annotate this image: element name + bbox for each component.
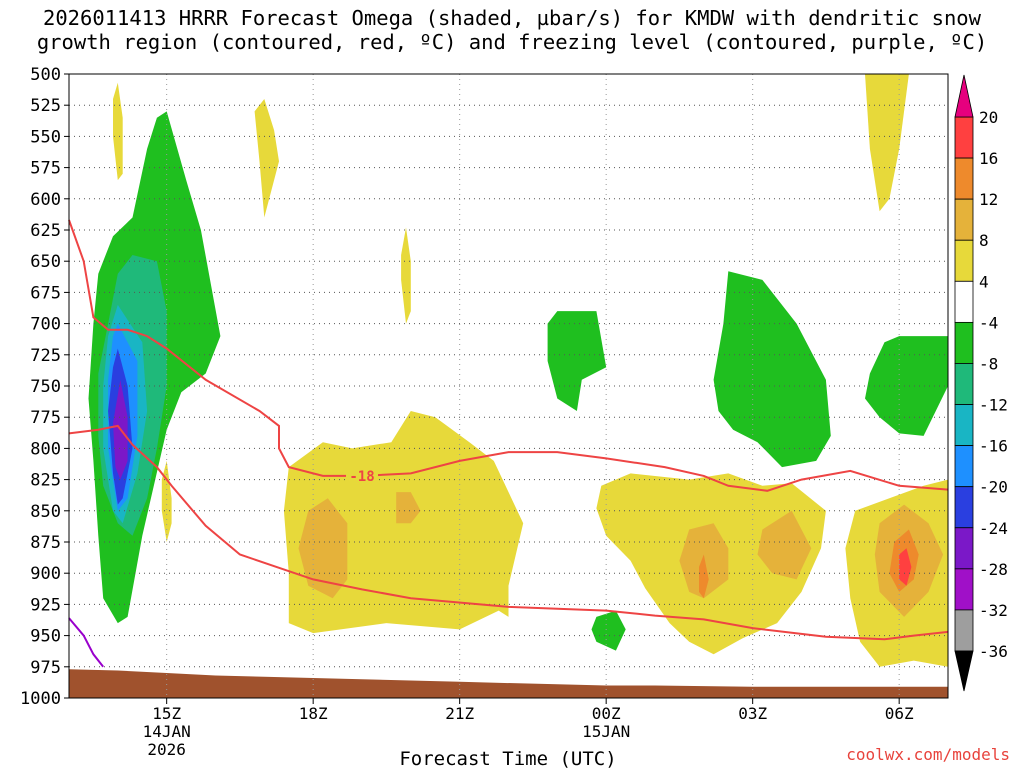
credit-text: coolwx.com/models (846, 745, 1010, 764)
contour-label: -18 (349, 469, 374, 485)
omega-region-17 (547, 311, 607, 411)
omega-region-9 (396, 492, 421, 524)
y-tick-label: 725 (30, 346, 61, 366)
omega-region-2 (401, 227, 411, 324)
y-tick-label: 800 (30, 439, 61, 459)
colorbar-tick-label: -16 (979, 437, 1008, 456)
colorbar-tick-label: 12 (979, 190, 998, 209)
dendritic-contour-1 (68, 424, 949, 641)
y-tick-label: 925 (30, 595, 61, 615)
omega-region-11 (757, 510, 812, 580)
y-tick-label: 975 (30, 658, 61, 678)
x-tick-label: 18Z (299, 704, 328, 723)
colorbar-segment (954, 486, 974, 529)
omega-region-15 (899, 548, 912, 586)
y-tick-label: 575 (30, 159, 61, 179)
y-tick-label: 550 (30, 127, 61, 147)
contour-label-bg (346, 467, 378, 484)
omega-region-20 (591, 610, 626, 651)
omega-region-18 (713, 271, 831, 468)
terrain-layer (69, 669, 948, 698)
y-tick-label: 600 (30, 190, 61, 210)
y-tick-label: 625 (30, 221, 61, 241)
colorbar-tick-label: -20 (979, 478, 1008, 497)
grid-layer (69, 74, 948, 698)
colorbar-segment (954, 404, 974, 447)
omega-region-19 (865, 336, 948, 436)
colorbar-tick-label: -8 (979, 354, 998, 373)
y-tick-label: 850 (30, 502, 61, 522)
x-tick-label: 03Z (738, 704, 767, 723)
colorbar-segment (954, 280, 974, 323)
y-tick-label: 1000 (20, 689, 61, 709)
colorbar-segment (954, 321, 974, 364)
colorbar-tick-label: -4 (979, 313, 998, 332)
y-tick-label: 875 (30, 533, 61, 553)
colorbar-top-arrow (954, 74, 974, 118)
omega-region-14 (699, 554, 709, 599)
y-tick-label: 775 (30, 408, 61, 428)
colorbar-segment (954, 527, 974, 570)
colorbar-tick-label: 20 (979, 108, 998, 127)
colorbar-segment (954, 116, 974, 159)
omega-region-4 (865, 74, 909, 212)
x-tick-label: 21Z (445, 704, 474, 723)
colorbar-segment (954, 239, 974, 282)
y-tick-label: 825 (30, 471, 61, 491)
x-tick-label: 00Z (592, 704, 621, 723)
omega-region-0 (113, 82, 123, 181)
x-tick-sublabel: 15JAN (582, 722, 630, 741)
colorbar-segment (954, 363, 974, 405)
colorbar-tick-label: 8 (979, 231, 989, 250)
colorbar-segment (954, 198, 974, 241)
axes-layer: 500 525 550 575 600 625 650 675 700 725 750 775 800 8… (20, 65, 914, 759)
x-axis-label: Forecast Time (UTC) (399, 748, 616, 768)
omega-region-8 (298, 498, 348, 599)
omega-region-1 (254, 99, 279, 218)
colorbar: 20 16 12 8 4 -4 -8 -12 -16 -20 -24 -28 -32 -36 (954, 74, 1008, 692)
colorbar-segment (954, 609, 974, 652)
colorbar-tick-label: -12 (979, 396, 1008, 415)
colorbar-segment (954, 157, 974, 200)
freezing-level-contour (68, 617, 104, 668)
colorbar-tick-label: -36 (979, 642, 1008, 661)
x-tick-sublabel: 2026 (147, 740, 186, 759)
y-tick-label: 675 (30, 283, 61, 303)
y-tick-label: 900 (30, 564, 61, 584)
colorbar-tick-label: -32 (979, 601, 1008, 620)
y-tick-label: 750 (30, 377, 61, 397)
x-tick-label: 15Z (152, 704, 181, 723)
y-tick-label: 525 (30, 96, 61, 116)
chart-title: 2026011413 HRRR Forecast Omega (shaded, … (0, 6, 1024, 54)
y-tick-label: 700 (30, 315, 61, 335)
chart-title-line2: growth region (contoured, red, ºC) and f… (36, 30, 988, 54)
x-tick-sublabel: 14JAN (143, 722, 191, 741)
x-tick-label: 06Z (885, 704, 914, 723)
omega-shading-layer (88, 74, 948, 667)
terrain-fill (69, 669, 948, 698)
colorbar-tick-label: 16 (979, 149, 998, 168)
colorbar-segment (954, 445, 974, 488)
y-tick-label: 950 (30, 627, 61, 647)
colorbar-segment (954, 568, 974, 611)
y-tick-label: 650 (30, 252, 61, 272)
contour-layer: -18 (68, 219, 949, 668)
y-tick-label: 500 (30, 65, 61, 85)
colorbar-tick-label: -28 (979, 560, 1008, 579)
colorbar-tick-label: 4 (979, 272, 989, 291)
chart-title-line1: 2026011413 HRRR Forecast Omega (shaded, … (43, 6, 981, 30)
colorbar-tick-label: -24 (979, 519, 1008, 538)
colorbar-bottom-arrow (954, 650, 974, 692)
